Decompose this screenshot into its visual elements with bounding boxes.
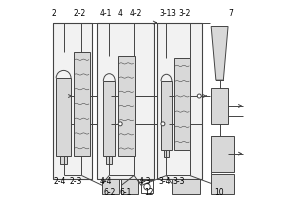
Bar [102,179,119,194]
Text: 4: 4 [117,9,122,18]
Bar [106,156,112,164]
Text: 4-3: 4-3 [139,177,152,186]
Bar [157,23,202,179]
Text: 2-3: 2-3 [70,177,82,186]
Text: 4-1: 4-1 [99,9,112,18]
Polygon shape [211,27,228,80]
Text: 2-4: 2-4 [54,177,66,186]
Bar [141,180,153,193]
Text: 3-2: 3-2 [179,9,191,18]
Text: 4-4: 4-4 [99,177,112,186]
Text: 4-2: 4-2 [129,9,142,18]
Bar [174,58,190,150]
Text: 2: 2 [52,9,56,18]
Bar [161,81,172,150]
Circle shape [197,94,201,98]
Circle shape [161,122,165,126]
Text: 6-2: 6-2 [103,188,116,197]
Text: 10: 10 [214,188,224,197]
Text: 7: 7 [229,9,233,18]
Bar [53,23,92,179]
Circle shape [118,122,122,126]
Bar [74,52,90,156]
Text: 3-3: 3-3 [173,177,185,186]
Text: 3-1: 3-1 [159,9,171,18]
Bar [164,150,169,157]
Bar [56,78,71,156]
Text: 3-4: 3-4 [158,177,170,186]
Bar [211,174,234,194]
Bar [121,179,138,194]
Bar [118,56,134,156]
Text: 3: 3 [171,9,176,18]
Text: 2-2: 2-2 [74,9,86,18]
Text: 6-1: 6-1 [119,188,132,197]
Bar [172,179,200,194]
Text: 12: 12 [144,188,154,197]
Circle shape [144,184,150,190]
Bar [103,81,115,156]
Bar [98,23,154,179]
Bar [60,156,67,164]
Bar [211,88,228,124]
Bar [211,136,234,171]
